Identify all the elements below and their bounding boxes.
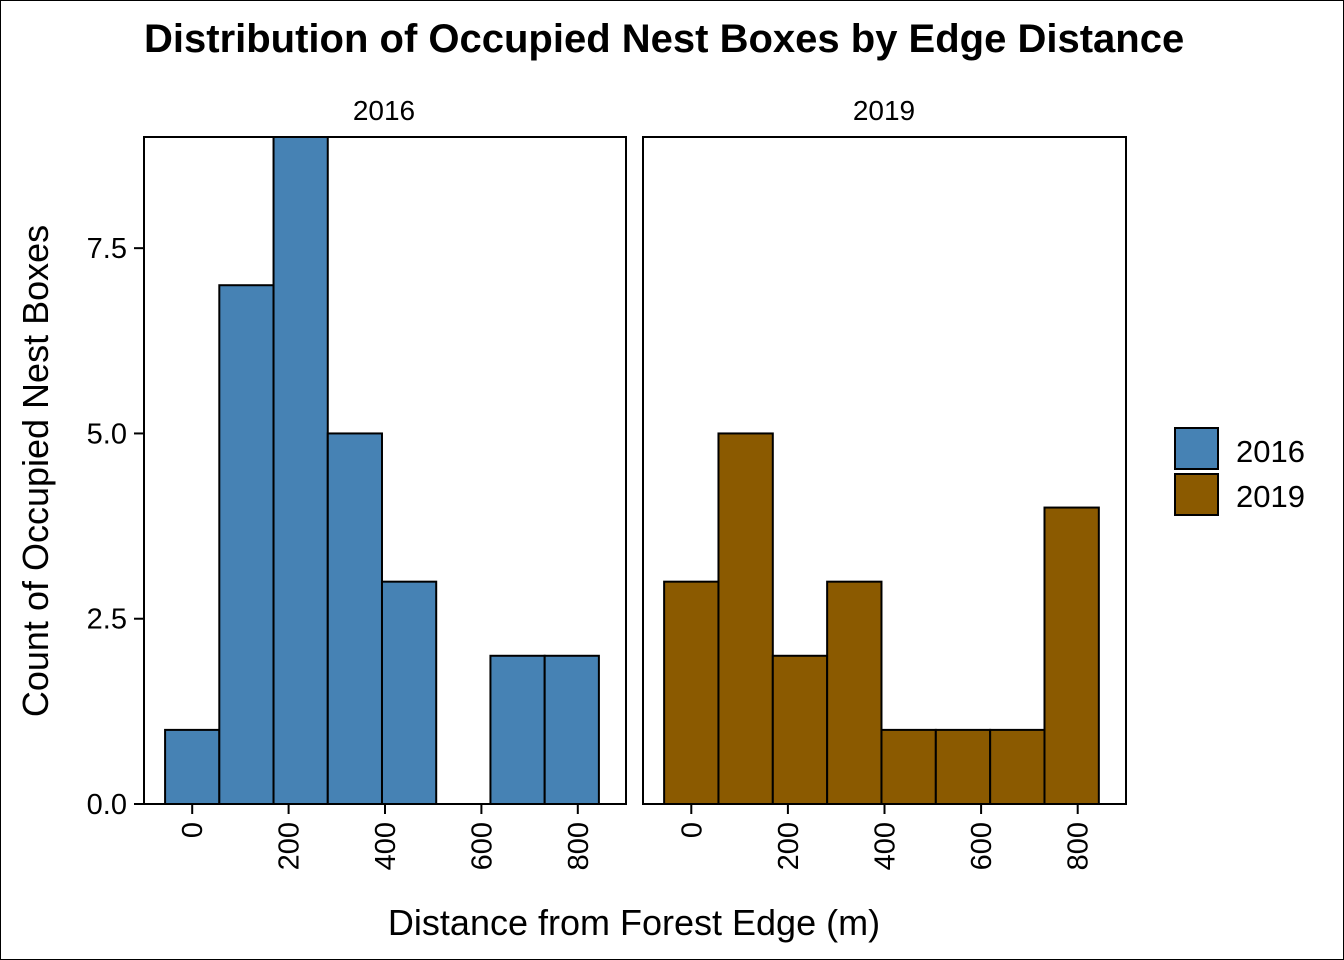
x-tick-label: 400 [870,822,902,870]
legend-swatch-2019 [1174,473,1219,516]
x-tick-label: 600 [466,822,498,870]
legend-label-2019: 2019 [1236,479,1305,514]
bar-2016-3 [326,432,383,805]
bar-2019-6 [989,728,1046,806]
x-tick-label: 0 [177,822,209,838]
y-axis-title: Count of Occupied Nest Boxes [15,225,56,717]
bar-2019-7 [1043,506,1100,805]
x-tick-label: 600 [966,822,998,870]
bar-2016-1 [218,284,275,805]
facet-panel-2016: 2016 0 200 400 600 800 [143,95,627,870]
bar-2019-0 [663,580,720,806]
x-axis-title: Distance from Forest Edge (m) [388,902,880,943]
y-tick-label: 7.5 [87,233,127,265]
bar-2019-3 [826,580,883,806]
legend: 2016 2019 [1174,427,1305,516]
bar-2016-4 [380,580,438,806]
x-tick-label: 400 [370,822,402,870]
bar-2016-6 [489,654,546,805]
y-axis: 0.0 2.5 5.0 7.5 [87,233,144,821]
bar-2016-2 [272,136,329,805]
x-tick-label: 800 [563,822,595,870]
bar-2019-5 [934,728,992,806]
bar-2019-4 [880,728,937,806]
x-tick-label: 200 [773,822,805,870]
x-tick-label: 200 [274,822,306,870]
bar-2016-0 [164,728,221,806]
legend-swatch-2016 [1174,427,1219,470]
y-tick-label: 5.0 [87,418,127,450]
facet-strip-label-2019: 2019 [853,95,915,126]
facet-panel-2019: 2019 0 200 400 600 800 [642,95,1127,870]
bar-2016-7 [543,654,600,805]
facet-strip-label-2016: 2016 [353,95,415,126]
y-tick-label: 2.5 [87,604,127,636]
x-tick-label: 0 [676,822,708,838]
legend-label-2016: 2016 [1236,434,1305,469]
y-tick-label: 0.0 [87,789,127,821]
chart-title: Distribution of Occupied Nest Boxes by E… [144,17,1184,61]
bar-2019-2 [771,654,829,805]
x-tick-label: 800 [1063,822,1095,870]
bar-2019-1 [717,432,774,805]
